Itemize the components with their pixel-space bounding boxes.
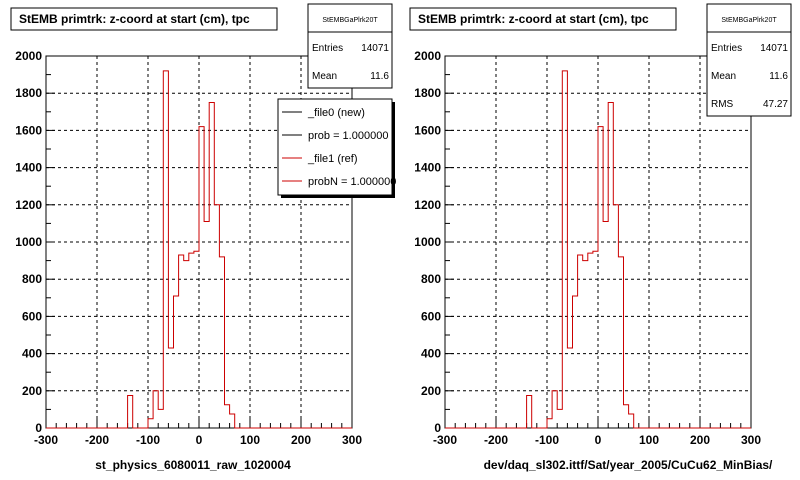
y-tick-label: 1400: [15, 161, 42, 175]
legend-entry: probN = 1.000000: [308, 176, 396, 188]
histogram-series-line: [445, 70, 751, 429]
y-tick-label: 600: [421, 309, 441, 323]
legend-entry: _file1 (ref): [307, 153, 358, 165]
stats-box: [307, 3, 393, 89]
x-tick-label: -200: [85, 433, 109, 447]
stats-value-mean: 11.6: [370, 71, 389, 82]
stats-name: StEMBGaPlrk20T: [721, 17, 777, 24]
y-tick-label: 400: [421, 347, 441, 361]
stats-label-mean: Mean: [711, 71, 736, 82]
x-tick-label: 0: [595, 433, 602, 447]
x-tick-label: 0: [196, 433, 203, 447]
y-tick-label: 1400: [414, 161, 441, 175]
stats-value-mean: 11.6: [769, 71, 788, 82]
x-tick-label: 100: [240, 433, 260, 447]
y-tick-label: 600: [22, 309, 42, 323]
x-tick-label: 200: [690, 433, 710, 447]
chart-title: StEMB primtrk: z-coord at start (cm), tp…: [19, 12, 250, 26]
y-tick-label: 800: [421, 272, 441, 286]
stats-label-entries: Entries: [312, 43, 343, 54]
stats-value-entries: 14071: [361, 43, 389, 54]
legend-box: [277, 98, 393, 196]
x-axis-label: st_physics_6080011_raw_1020004: [95, 458, 291, 472]
y-tick-label: 1000: [15, 235, 42, 249]
x-tick-label: -200: [484, 433, 508, 447]
x-tick-label: 300: [342, 433, 362, 447]
y-tick-label: 0: [434, 421, 441, 435]
y-tick-label: 800: [22, 272, 42, 286]
stats-value-rms: 47.27: [763, 99, 788, 110]
stats-name: StEMBGaPlrk20T: [322, 17, 378, 24]
legend-entry: prob = 1.000000: [308, 130, 388, 142]
y-tick-label: 1200: [15, 198, 42, 212]
x-tick-label: 100: [639, 433, 659, 447]
y-tick-label: 2000: [414, 49, 441, 63]
y-tick-label: 1600: [414, 123, 441, 137]
right-histogram-panel: -300 -200 -100 0 100 200 300 0 200 400 600 800 1000 1…: [409, 3, 792, 472]
x-tick-label: 200: [291, 433, 311, 447]
stats-box: [706, 3, 792, 117]
stats-label-mean: Mean: [312, 71, 337, 82]
stats-label-entries: Entries: [711, 43, 742, 54]
left-histogram-panel: -300 -200 -100 0 100 200 300 0 200 400 600 800 1000 1…: [10, 3, 396, 472]
stats-label-rms: RMS: [711, 99, 734, 110]
x-tick-label: -300: [433, 433, 457, 447]
x-tick-label: -100: [535, 433, 559, 447]
y-tick-label: 400: [22, 347, 42, 361]
chart-title: StEMB primtrk: z-coord at start (cm), tp…: [418, 12, 649, 26]
y-tick-label: 0: [35, 421, 42, 435]
y-tick-label: 1000: [414, 235, 441, 249]
x-axis-label: dev/daq_sl302.ittf/Sat/year_2005/CuCu62_…: [484, 458, 773, 472]
y-tick-label: 200: [22, 384, 42, 398]
y-tick-label: 2000: [15, 49, 42, 63]
x-tick-label: -100: [136, 433, 160, 447]
histogram-series-line: [46, 70, 352, 429]
y-tick-label: 200: [421, 384, 441, 398]
legend-entry: _file0 (new): [307, 107, 365, 119]
x-tick-label: -300: [34, 433, 58, 447]
y-tick-label: 1600: [15, 123, 42, 137]
title-box: [409, 7, 677, 31]
y-tick-label: 1800: [414, 86, 441, 100]
y-tick-label: 1800: [15, 86, 42, 100]
y-tick-label: 1200: [414, 198, 441, 212]
x-tick-label: 300: [741, 433, 761, 447]
stats-value-entries: 14071: [760, 43, 788, 54]
title-box: [10, 7, 278, 31]
